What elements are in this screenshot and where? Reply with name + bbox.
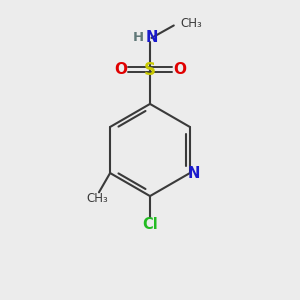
Text: H: H [133, 32, 144, 44]
Text: Cl: Cl [142, 218, 158, 232]
Text: O: O [114, 62, 127, 77]
Text: N: N [145, 30, 158, 45]
Text: N: N [187, 166, 200, 181]
Text: CH₃: CH₃ [87, 192, 108, 206]
Text: S: S [144, 61, 156, 79]
Text: O: O [173, 62, 186, 77]
Text: CH₃: CH₃ [180, 16, 202, 30]
